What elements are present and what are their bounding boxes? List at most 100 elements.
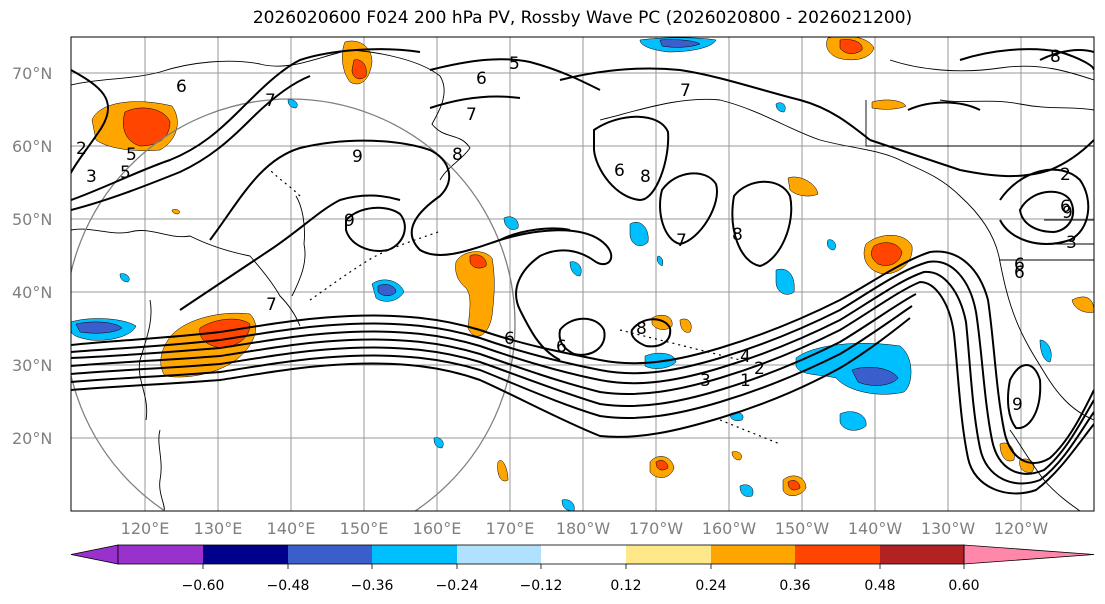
anomaly-neg <box>656 255 664 267</box>
lon-label: 160°E <box>413 519 462 538</box>
lon-label: 150°W <box>775 519 830 538</box>
contour-label: 7 <box>265 91 276 111</box>
anomaly-pos <box>351 59 367 80</box>
contour-labels: 5 6 7 7 6 7 9 8 9 6 8 7 8 7 8 6 6 9 4 2 … <box>76 47 1077 415</box>
lon-label: 140°E <box>267 519 316 538</box>
anomaly-pos <box>171 209 180 215</box>
colorbar: −0.60 −0.48 −0.36 −0.24 −0.12 0.12 0.24 … <box>70 544 1095 594</box>
lon-label: 170°E <box>486 519 535 538</box>
latitude-labels: 70°N 60°N 50°N 40°N 30°N 20°N <box>12 64 52 448</box>
lon-label: 170°W <box>629 519 684 538</box>
contour-label: 6 <box>614 161 625 181</box>
colorbar-tick: 0.24 <box>695 578 726 594</box>
lon-label: 160°W <box>702 519 757 538</box>
anomaly-neg <box>1039 339 1052 363</box>
lon-label: 120°E <box>121 519 170 538</box>
contour-label: 2 <box>1060 165 1071 185</box>
colorbar-ticks: −0.60 −0.48 −0.36 −0.24 −0.12 0.12 0.24 … <box>182 578 980 594</box>
longitude-labels: 120°E 130°E 140°E 150°E 160°E 170°E 180°… <box>121 519 1049 538</box>
lon-label: 130°E <box>194 519 243 538</box>
coastlines <box>71 49 1094 511</box>
anomaly-pos <box>871 242 903 266</box>
anomaly-neg <box>433 437 444 449</box>
colorbar-tick: −0.12 <box>520 578 563 594</box>
colorbar-segment <box>711 545 795 564</box>
map-frame <box>70 36 1095 512</box>
colorbar-segment <box>880 545 964 564</box>
map-title: 2026020600 F024 200 hPa PV, Rossby Wave … <box>252 8 913 28</box>
anomaly-pos <box>731 451 742 461</box>
lat-label: 30°N <box>12 356 52 375</box>
colorbar-tick: 0.36 <box>779 578 810 594</box>
contour-label: 5 <box>509 54 520 74</box>
contour-label: 3 <box>700 371 711 391</box>
contour-label: 7 <box>266 295 277 315</box>
lat-label: 20°N <box>12 429 52 448</box>
contour-label: 3 <box>1066 233 1077 253</box>
contour-label: 9 <box>1012 395 1023 415</box>
contour-label: 7 <box>680 81 691 101</box>
anomaly-neg <box>839 411 867 431</box>
colorbar-segment <box>372 545 457 564</box>
contour-label: 6 <box>1060 197 1071 217</box>
contour-label: 7 <box>466 105 477 125</box>
colorbar-tick: −0.48 <box>267 578 310 594</box>
lon-label: 140°W <box>848 519 903 538</box>
lon-label: 180°W <box>556 519 611 538</box>
anomaly-neg <box>775 268 795 295</box>
anomaly-neg <box>739 484 754 497</box>
contour-label: 6 <box>1014 263 1025 283</box>
anomaly-pos <box>787 480 801 491</box>
anomaly-neg <box>851 367 899 386</box>
colorbar-segment <box>118 545 203 564</box>
contour-label: 2 <box>754 359 765 379</box>
contour-label: 8 <box>1050 47 1061 67</box>
colorbar-tick: 0.12 <box>610 578 641 594</box>
anomaly-neg <box>629 222 649 246</box>
colorbar-segment <box>288 545 372 564</box>
colorbar-tick: −0.24 <box>436 578 479 594</box>
contour-label: 7 <box>676 231 687 251</box>
contour-label: 9 <box>344 211 355 231</box>
contour-label: 1 <box>740 371 751 391</box>
colorbar-tick: 0.48 <box>864 578 895 594</box>
colorbar-tick: −0.36 <box>351 578 394 594</box>
lat-label: 50°N <box>12 210 52 229</box>
anomaly-pos <box>1071 296 1094 313</box>
contour-label: 3 <box>86 167 97 187</box>
anomaly-neg <box>659 39 701 48</box>
anomaly-pos <box>497 460 509 482</box>
lon-label: 150°E <box>340 519 389 538</box>
colorbar-tick: −0.60 <box>182 578 225 594</box>
contour-label: 9 <box>1062 203 1073 223</box>
contour-label: 4 <box>740 347 751 367</box>
anomaly-neg <box>287 99 298 109</box>
anomaly-neg <box>775 102 786 113</box>
contour-label: 6 <box>476 69 487 89</box>
anomaly-pos <box>871 99 907 110</box>
contour-label: 9 <box>352 147 363 167</box>
contour-label: 6 <box>1014 255 1025 275</box>
gridlines <box>71 37 1094 511</box>
contour-label: 5 <box>126 145 137 165</box>
colorbar-arrow-min <box>70 544 119 565</box>
contour-label: 6 <box>556 337 567 357</box>
lon-label: 120°W <box>994 519 1049 538</box>
anomaly-pos <box>787 176 819 197</box>
anomaly-neg <box>569 261 582 277</box>
anomaly-pos <box>679 318 692 333</box>
anomaly-pos <box>455 251 495 337</box>
lat-label: 70°N <box>12 64 52 83</box>
negative-pv-anomalies <box>71 37 1052 511</box>
anomaly-neg <box>561 499 575 511</box>
positive-pv-anomalies <box>91 37 1094 496</box>
colorbar-segment <box>203 545 288 564</box>
anomaly-pos <box>123 107 171 147</box>
pv-contours <box>71 48 1094 495</box>
contour-label: 6 <box>176 77 187 97</box>
lon-label: 130°W <box>921 519 976 538</box>
contour-label: 8 <box>452 145 463 165</box>
analysis-circle <box>71 98 516 511</box>
anomaly-neg <box>827 239 836 251</box>
